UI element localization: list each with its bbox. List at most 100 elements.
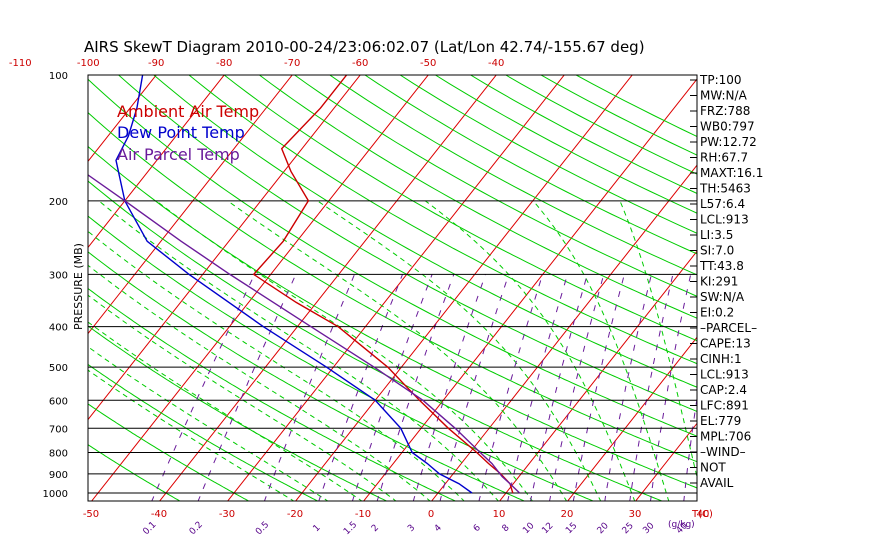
- mixing-ratio-label: 12: [540, 521, 555, 536]
- mixing-ratio-line: [197, 274, 297, 501]
- moist-adiabat-line: [88, 321, 363, 501]
- index-item: L57:6.4: [700, 197, 745, 211]
- top-temp-tick-label: -80: [216, 58, 232, 69]
- bottom-temp-tick-label: -50: [83, 509, 99, 520]
- bottom-temp-tick-label: 40: [697, 509, 710, 520]
- mixing-ratio-label: 1.5: [342, 520, 359, 537]
- bottom-temp-tick-label: -20: [287, 509, 303, 520]
- top-temp-tick-label: -60: [352, 58, 368, 69]
- isotherm-line: [91, 75, 429, 501]
- dry-adiabat-line: [258, 75, 697, 319]
- index-item: CINH:1: [700, 352, 742, 366]
- index-item: –PARCEL–: [700, 321, 757, 335]
- index-item: CAP:2.4: [700, 383, 747, 397]
- mixing-ratio-label: 30: [641, 521, 656, 536]
- index-item: WB0:797: [700, 120, 755, 134]
- pressure-tick-label: 100: [49, 71, 68, 82]
- mixing-ratio-line: [318, 274, 403, 501]
- bottom-temp-tick-label: 10: [493, 509, 506, 520]
- index-item: LCL:913: [700, 368, 749, 382]
- index-item: FRZ:788: [700, 104, 750, 118]
- dry-adiabat-line: [88, 403, 250, 501]
- isotherm-line: [88, 75, 157, 163]
- bottom-temp-tick-label: 30: [629, 509, 642, 520]
- dry-adiabat-line: [88, 78, 697, 437]
- index-item: NOT: [700, 461, 726, 475]
- mixing-ratio-label: 0.2: [188, 520, 205, 537]
- moist-adiabat-line: [227, 200, 568, 501]
- mixing-ratio-line: [549, 274, 605, 501]
- dry-adiabat-line: [504, 75, 697, 175]
- index-item: LCL:913: [700, 213, 749, 227]
- mixing-ratio-line: [529, 274, 588, 501]
- mixing-ratio-label: 4: [433, 523, 444, 534]
- mixing-ratio-line: [507, 274, 568, 501]
- dry-adiabat-line: [469, 75, 697, 194]
- mixing-ratio-label: 8: [501, 523, 512, 534]
- mixing-ratio-line: [412, 274, 486, 501]
- mixing-ratio-label: 20: [596, 521, 611, 536]
- y-axis-label: PRESSURE (MB): [72, 243, 85, 330]
- legend: Ambient Air Temp Dew Point Temp Air Parc…: [117, 102, 259, 164]
- dry-adiabat-line: [88, 251, 526, 501]
- pressure-tick-label: 400: [49, 323, 68, 334]
- bottom-temp-tick-label: -40: [151, 509, 167, 520]
- top-temp-tick-label: -100: [77, 58, 100, 69]
- isotherm-line: [0, 66, 28, 502]
- moist-adiabat-line: [88, 264, 431, 501]
- pressure-tick-label: 1000: [43, 489, 68, 500]
- isotherm-line: [363, 78, 697, 501]
- pressure-tick-label: 900: [49, 470, 68, 481]
- mixing-ratio-line: [376, 274, 455, 501]
- isotherm-line: [431, 164, 697, 501]
- grid-lines: [0, 66, 870, 502]
- dry-adiabat-line: [88, 363, 319, 501]
- dry-adiabat-line: [117, 75, 697, 412]
- isotherm-line: [771, 66, 870, 502]
- bottom-temp-tick-label: 20: [561, 509, 574, 520]
- mixing-ratio-label: 0.5: [254, 520, 271, 537]
- top-temp-tick-label: -40: [488, 58, 504, 69]
- mixing-ratio-line: [439, 274, 510, 501]
- pressure-tick-label: 200: [49, 197, 68, 208]
- moist-adiabat-line: [98, 200, 499, 501]
- mixing-ratio-label: 25: [621, 521, 636, 536]
- index-item: LI:3.5: [700, 228, 733, 242]
- mixing-ratio-line: [351, 274, 433, 501]
- pressure-tick-label: 500: [49, 363, 68, 374]
- dry-adiabat-line: [88, 215, 595, 501]
- index-item: SW:N/A: [700, 290, 745, 304]
- mixing-ratio-line: [151, 274, 255, 501]
- index-item: LFC:891: [700, 399, 749, 413]
- isotherm-line: [88, 75, 361, 421]
- index-item: MAXT:16.1: [700, 166, 763, 180]
- moist-adiabat-line: [424, 200, 636, 501]
- isotherm-line: [159, 75, 497, 501]
- dry-adiabat-line: [328, 75, 697, 276]
- index-item: SI:7.0: [700, 244, 734, 258]
- index-item: KI:291: [700, 275, 738, 289]
- top-temp-tick-label: -70: [284, 58, 300, 69]
- dry-adiabat-line: [88, 444, 181, 501]
- mixing-ratio-label: 2: [370, 523, 381, 534]
- bottom-temp-tick-label: -30: [219, 509, 235, 520]
- dewpoint-line: [115, 75, 473, 494]
- chart-title: AIRS SkewT Diagram 2010-00-24/23:06:02.0…: [84, 38, 645, 56]
- index-item: PW:12.72: [700, 135, 757, 149]
- dry-adiabat-line: [88, 145, 697, 489]
- index-item: RH:67.7: [700, 151, 748, 165]
- bottom-temp-tick-label: 0: [428, 509, 434, 520]
- index-item: TH:5463: [699, 182, 751, 196]
- axes: 1002003004005006007008009001000-120-110-…: [9, 58, 713, 537]
- legend-dewpoint: Dew Point Temp: [117, 123, 245, 142]
- profile-lines: [88, 75, 521, 494]
- top-temp-tick-label: -50: [420, 58, 436, 69]
- ambient-temp-line: [252, 75, 514, 494]
- index-item: EL:779: [700, 414, 741, 428]
- mixing-ratio-line: [478, 274, 544, 501]
- moist-adiabat-line: [317, 200, 602, 501]
- dry-adiabat-line: [188, 75, 697, 365]
- dry-adiabat-line: [88, 180, 664, 501]
